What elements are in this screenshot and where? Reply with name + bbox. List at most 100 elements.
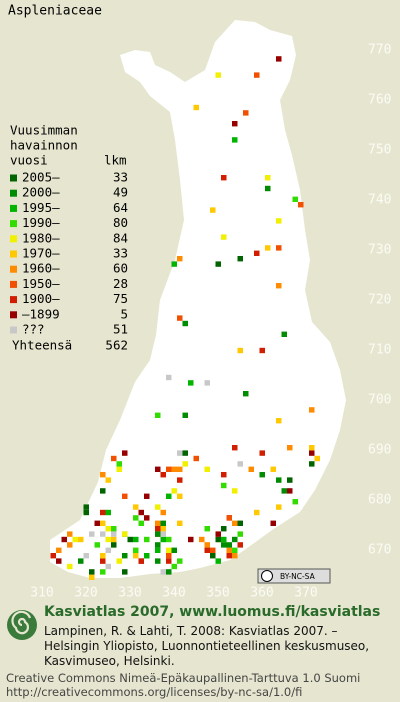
grid-square bbox=[144, 553, 150, 559]
legend-swatch bbox=[10, 189, 17, 197]
legend-count: 33 bbox=[113, 246, 128, 261]
grid-square bbox=[237, 256, 243, 262]
badge-frame bbox=[257, 568, 331, 584]
grid-square bbox=[210, 553, 216, 559]
grid-square bbox=[56, 558, 62, 564]
x-grid-label: 340 bbox=[162, 586, 185, 601]
grid-square bbox=[171, 563, 177, 570]
map-title: Aspleniaceae bbox=[8, 4, 102, 19]
license-line: http://creativecommons.org/licenses/by-n… bbox=[6, 685, 302, 699]
grid-square bbox=[309, 450, 315, 456]
grid-square bbox=[259, 450, 265, 456]
grid-square bbox=[309, 461, 315, 467]
y-grid-label: 760 bbox=[368, 93, 391, 108]
grid-square bbox=[155, 531, 161, 537]
grid-square bbox=[89, 531, 95, 537]
y-grid-label: 690 bbox=[368, 443, 391, 458]
grid-square bbox=[309, 445, 315, 451]
grid-square bbox=[100, 553, 106, 559]
legend-label: 2000– bbox=[22, 185, 60, 200]
grid-square bbox=[243, 391, 249, 397]
grid-square bbox=[171, 466, 177, 472]
legend-label: 1970– bbox=[22, 246, 60, 261]
grid-square bbox=[144, 515, 150, 521]
grid-square bbox=[221, 482, 227, 489]
grid-square bbox=[221, 542, 227, 548]
grid-square bbox=[243, 110, 249, 116]
grid-square bbox=[265, 245, 271, 251]
grid-square bbox=[122, 569, 128, 575]
grid-square bbox=[292, 499, 298, 505]
grid-square bbox=[155, 520, 161, 526]
legend-count-heading: lkm bbox=[104, 153, 127, 168]
grid-square bbox=[100, 472, 106, 478]
legend-label: ??? bbox=[22, 322, 45, 337]
grid-square bbox=[155, 504, 161, 510]
grid-square bbox=[83, 509, 89, 516]
legend-swatch bbox=[10, 235, 17, 243]
grid-square bbox=[204, 466, 210, 472]
grid-square bbox=[56, 547, 62, 553]
y-grid-label: 720 bbox=[368, 293, 391, 308]
grid-square bbox=[237, 347, 243, 354]
legend-heading: vuosi bbox=[10, 153, 48, 168]
legend: Vuusimman havainnon vuosi lkm 2005– 33 200… bbox=[10, 123, 128, 353]
observation-squares bbox=[50, 56, 320, 580]
legend-swatch bbox=[10, 204, 17, 212]
grid-square bbox=[177, 558, 183, 564]
grid-square bbox=[182, 450, 188, 456]
grid-square bbox=[72, 536, 78, 543]
grid-square bbox=[215, 558, 221, 564]
grid-square bbox=[221, 526, 227, 532]
grid-square bbox=[270, 466, 276, 472]
grid-square bbox=[177, 256, 183, 262]
grid-square bbox=[133, 547, 139, 553]
grid-square bbox=[237, 542, 243, 548]
grid-square bbox=[155, 547, 161, 553]
grid-square bbox=[199, 536, 205, 543]
cc-badge: BY-NC-SA bbox=[257, 568, 331, 584]
grid-square bbox=[287, 488, 293, 494]
x-grid-label: 310 bbox=[30, 586, 53, 601]
legend-label: 1950– bbox=[22, 276, 60, 291]
grid-square bbox=[160, 569, 166, 575]
grid-square bbox=[127, 536, 133, 543]
grid-square bbox=[50, 553, 56, 559]
grid-square bbox=[171, 261, 177, 267]
grid-square bbox=[138, 509, 144, 516]
legend-label: 1960– bbox=[22, 261, 60, 276]
grid-square bbox=[314, 455, 320, 462]
grid-square bbox=[177, 450, 183, 456]
grid-square bbox=[232, 553, 238, 559]
grid-square bbox=[287, 477, 293, 483]
grid-square bbox=[204, 547, 210, 553]
grid-square bbox=[133, 504, 139, 510]
grid-square bbox=[166, 558, 172, 564]
grid-square bbox=[298, 202, 304, 208]
y-grid-label: 700 bbox=[368, 393, 391, 408]
grid-square bbox=[270, 520, 276, 526]
grid-square bbox=[232, 520, 238, 526]
grid-square bbox=[155, 526, 161, 532]
legend-count: 80 bbox=[113, 215, 128, 230]
grid-square bbox=[100, 509, 106, 516]
y-grid-label: 710 bbox=[368, 343, 391, 358]
finland-outline bbox=[50, 20, 346, 578]
legend-count: 84 bbox=[113, 230, 128, 245]
grid-square bbox=[232, 547, 238, 553]
grid-square bbox=[83, 553, 89, 559]
grid-square bbox=[182, 412, 188, 418]
legend-swatch bbox=[10, 280, 17, 288]
legend-count: 75 bbox=[113, 291, 128, 306]
grid-square bbox=[122, 450, 128, 456]
grid-square bbox=[166, 493, 172, 499]
grid-square bbox=[83, 504, 89, 510]
grid-square bbox=[78, 558, 84, 564]
x-grid-label: 350 bbox=[206, 586, 229, 601]
grid-square bbox=[210, 207, 216, 213]
y-grid-label: 670 bbox=[368, 543, 391, 558]
legend-count: 51 bbox=[113, 322, 128, 337]
legend-swatch bbox=[10, 174, 17, 182]
grid-square bbox=[89, 574, 95, 580]
